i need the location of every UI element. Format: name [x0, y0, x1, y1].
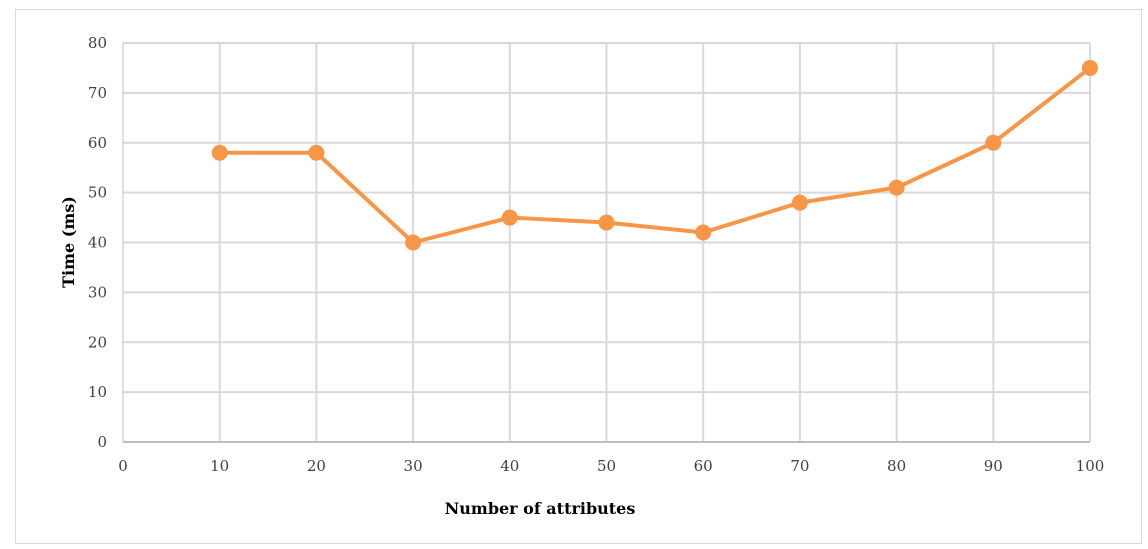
y-tick-label: 30 — [88, 283, 107, 301]
x-tick-label: 50 — [597, 457, 616, 475]
y-tick-label: 40 — [88, 234, 107, 252]
grid-lines — [122, 42, 1091, 443]
y-tick-label: 50 — [88, 184, 107, 202]
y-tick-label: 0 — [97, 433, 107, 451]
data-point — [598, 214, 615, 231]
y-tick-label: 10 — [88, 383, 107, 401]
y-tick-label: 60 — [88, 134, 107, 152]
x-tick-label: 100 — [1076, 457, 1105, 475]
y-tick-label: 20 — [88, 333, 107, 351]
x-tick-label: 90 — [984, 457, 1003, 475]
x-tick-label: 70 — [790, 457, 809, 475]
series-line — [219, 66, 1092, 245]
y-axis-ticks: 0 10 20 30 40 50 60 70 80 — [88, 34, 107, 451]
data-point — [308, 144, 325, 161]
x-tick-label: 20 — [307, 457, 326, 475]
x-tick-label: 80 — [887, 457, 906, 475]
y-axis-title: Time (ms) — [59, 196, 78, 288]
data-point — [1082, 59, 1098, 76]
chart-frame — [15, 9, 1142, 544]
y-tick-label: 80 — [88, 34, 107, 52]
data-point — [501, 209, 518, 226]
series-layer — [211, 59, 1098, 251]
x-tick-label: 10 — [210, 457, 229, 475]
x-axis-ticks: 0 10 20 30 40 50 60 70 80 90 100 — [118, 457, 1104, 475]
data-point — [405, 234, 422, 251]
x-tick-label: 60 — [694, 457, 713, 475]
x-tick-label: 0 — [118, 457, 128, 475]
data-point — [985, 134, 1002, 151]
x-axis-title: Number of attributes — [445, 499, 636, 518]
data-point — [888, 179, 905, 196]
x-tick-label: 40 — [500, 457, 519, 475]
x-tick-label: 30 — [404, 457, 423, 475]
data-point — [791, 194, 808, 211]
data-point — [695, 224, 712, 241]
data-point — [211, 144, 228, 161]
y-tick-label: 70 — [88, 84, 107, 102]
